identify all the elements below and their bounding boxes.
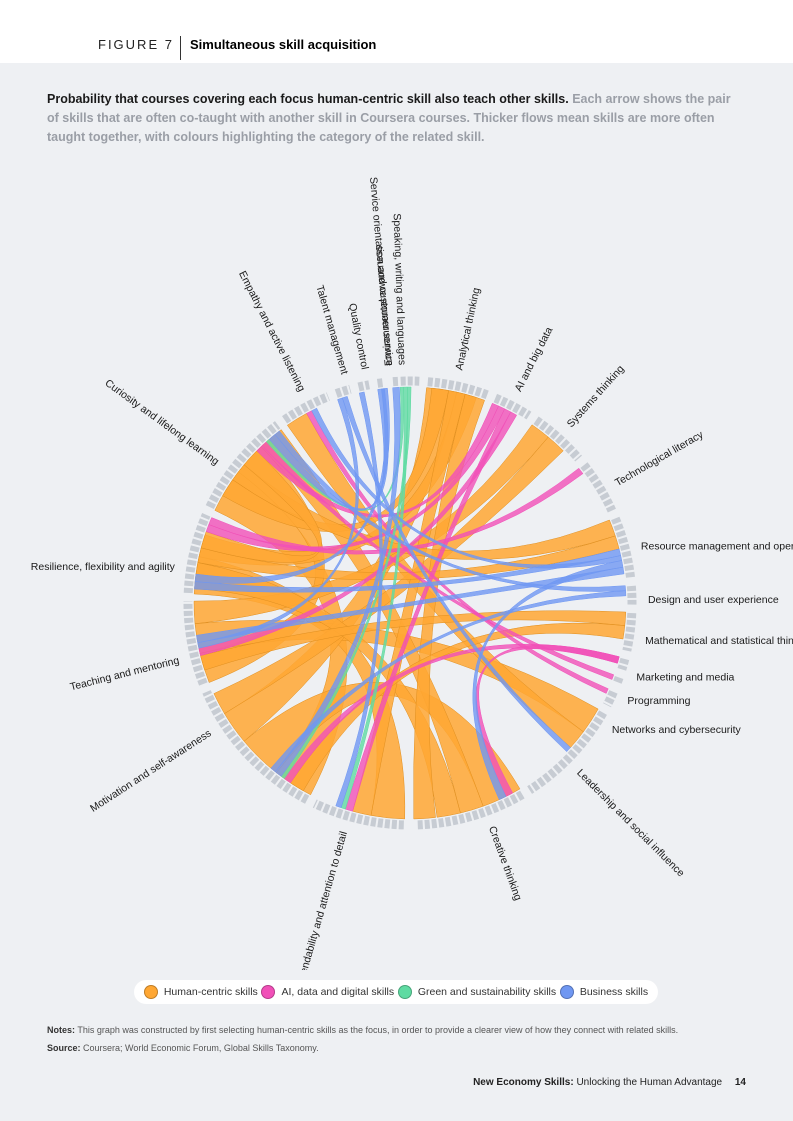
ribbon-human xyxy=(243,682,521,807)
skill-label: Creative thinking xyxy=(486,825,524,903)
notes-text: This graph was constructed by first sele… xyxy=(77,1025,679,1035)
skill-label: Systems thinking xyxy=(565,363,627,430)
legend-label-human: Human-centric skills xyxy=(163,986,258,998)
skill-arc xyxy=(312,799,404,830)
ribbon-human xyxy=(286,413,584,748)
legend-swatch-human xyxy=(143,985,158,999)
chord-diagram: Environmental awareness Analytical thinki… xyxy=(31,176,793,970)
skill-arc xyxy=(527,710,607,794)
legend: Human-centric skills AI, data and digita… xyxy=(134,980,658,1004)
skill-label: Design and user experience xyxy=(648,594,779,606)
skill-label: Empathy and active listening xyxy=(236,269,307,394)
notes-label: Notes: xyxy=(47,1025,76,1035)
legend-label-green: Green and sustainability skills xyxy=(417,986,557,998)
ribbon-human xyxy=(200,450,322,563)
legend-item-business: Business skills xyxy=(559,985,649,999)
legend-item-green: Green and sustainability skills xyxy=(397,985,557,999)
legend-item-ai: AI, data and digital skills xyxy=(261,985,394,999)
legend-item-human: Human-centric skills xyxy=(143,985,258,999)
legend-swatch-ai xyxy=(261,985,276,999)
ribbon-human xyxy=(193,424,549,624)
skill-arc xyxy=(533,416,582,462)
figure-title: Simultaneous skill acquisition xyxy=(190,37,377,52)
legend-label-ai: AI, data and digital skills xyxy=(281,986,395,998)
figure-number: FIGURE 7 xyxy=(98,37,174,52)
skill-arc xyxy=(282,392,331,424)
page-header: FIGURE 7 Simultaneous skill acquisition xyxy=(0,0,793,63)
source-text: Coursera; World Economic Forum, Global S… xyxy=(83,1043,319,1053)
skill-label: Analytical thinking xyxy=(453,287,482,372)
skill-label: AI and big data xyxy=(513,325,556,394)
skill-label: Technological literacy xyxy=(613,428,706,489)
ribbon-business xyxy=(472,560,624,801)
notes-block: Notes: This graph was constructed by fir… xyxy=(47,1021,767,1057)
ribbon-business xyxy=(274,430,626,592)
figure-separator xyxy=(180,36,181,60)
source-line: Source: Coursera; World Economic Forum, … xyxy=(47,1039,767,1057)
ribbon-human xyxy=(213,436,564,714)
skill-arc xyxy=(427,377,489,400)
skill-label: Resource management and operations xyxy=(641,540,793,552)
skill-label: Marketing and media xyxy=(636,672,734,684)
page-footer: New Economy Skills: Unlocking the Human … xyxy=(473,1077,746,1088)
skill-arc xyxy=(183,513,211,594)
ribbon-human xyxy=(197,535,620,581)
skill-label: Mathematical and statistical thinking xyxy=(645,635,793,647)
skill-label: Resilience, flexibility and agility xyxy=(31,561,176,573)
ribbon-business xyxy=(342,396,571,753)
legend-swatch-green xyxy=(397,985,412,999)
ribbon-business xyxy=(268,388,389,511)
skill-label: Quality control xyxy=(346,302,371,370)
skill-label: Networks and cybersecurity xyxy=(612,724,742,736)
footer-subtitle: Unlocking the Human Advantage xyxy=(576,1077,723,1088)
skill-arc xyxy=(617,657,630,671)
skill-ring xyxy=(183,376,637,830)
skill-label: Curiosity and lifelong learning xyxy=(103,377,222,468)
notes-line: Notes: This graph was constructed by fir… xyxy=(47,1021,767,1039)
skill-arc xyxy=(493,393,532,420)
skill-label: Teaching and mentoring xyxy=(69,655,181,694)
ribbon-business xyxy=(196,566,625,644)
skill-label: Dependability and attention to detail xyxy=(292,830,350,970)
skill-arc xyxy=(357,380,371,392)
ribbon-ai xyxy=(208,467,584,555)
ribbon-ai xyxy=(306,410,609,694)
skill-arc xyxy=(603,690,618,708)
skill-arc xyxy=(580,462,616,513)
page-number: 14 xyxy=(734,1077,746,1088)
skill-label: Speaking, writing and languages xyxy=(391,213,408,365)
footer-publication: New Economy Skills: xyxy=(473,1077,574,1088)
ribbon-business xyxy=(194,387,390,584)
ribbon-business xyxy=(335,391,383,809)
skill-arc xyxy=(183,601,208,686)
ribbon-business xyxy=(270,590,627,773)
ribbon-green xyxy=(340,386,408,810)
figure-description: Probability that courses covering each f… xyxy=(47,90,737,147)
legend-swatch-business xyxy=(559,985,574,999)
ribbon-business xyxy=(194,548,622,593)
skill-arc xyxy=(376,378,386,388)
ribbon-ai xyxy=(345,408,512,812)
ribbon-business xyxy=(274,386,401,777)
skill-arc xyxy=(334,384,352,398)
skill-arc xyxy=(416,790,525,830)
source-label: Source: xyxy=(47,1043,81,1053)
ribbons-group xyxy=(193,386,627,820)
skill-label: Leadership and social influence xyxy=(574,767,687,880)
ribbon-business xyxy=(311,407,623,569)
skill-arc xyxy=(622,612,637,652)
skill-arc xyxy=(626,585,637,605)
legend-label-business: Business skills xyxy=(579,986,649,998)
skill-label: Talent management xyxy=(313,284,350,376)
skill-label: Motivation and self-awareness xyxy=(88,727,213,814)
ribbon-ai xyxy=(261,441,615,680)
skill-label: Service orientation and customer service xyxy=(367,176,395,366)
skill-arc xyxy=(205,421,281,510)
description-grey: Each arrow shows the pair of skills that… xyxy=(47,92,731,144)
description-bold: Probability that courses covering each f… xyxy=(47,92,569,106)
skill-label: Programming xyxy=(627,695,690,707)
skill-arc xyxy=(611,516,635,579)
skill-arc xyxy=(202,690,310,804)
skill-arc xyxy=(612,675,624,686)
